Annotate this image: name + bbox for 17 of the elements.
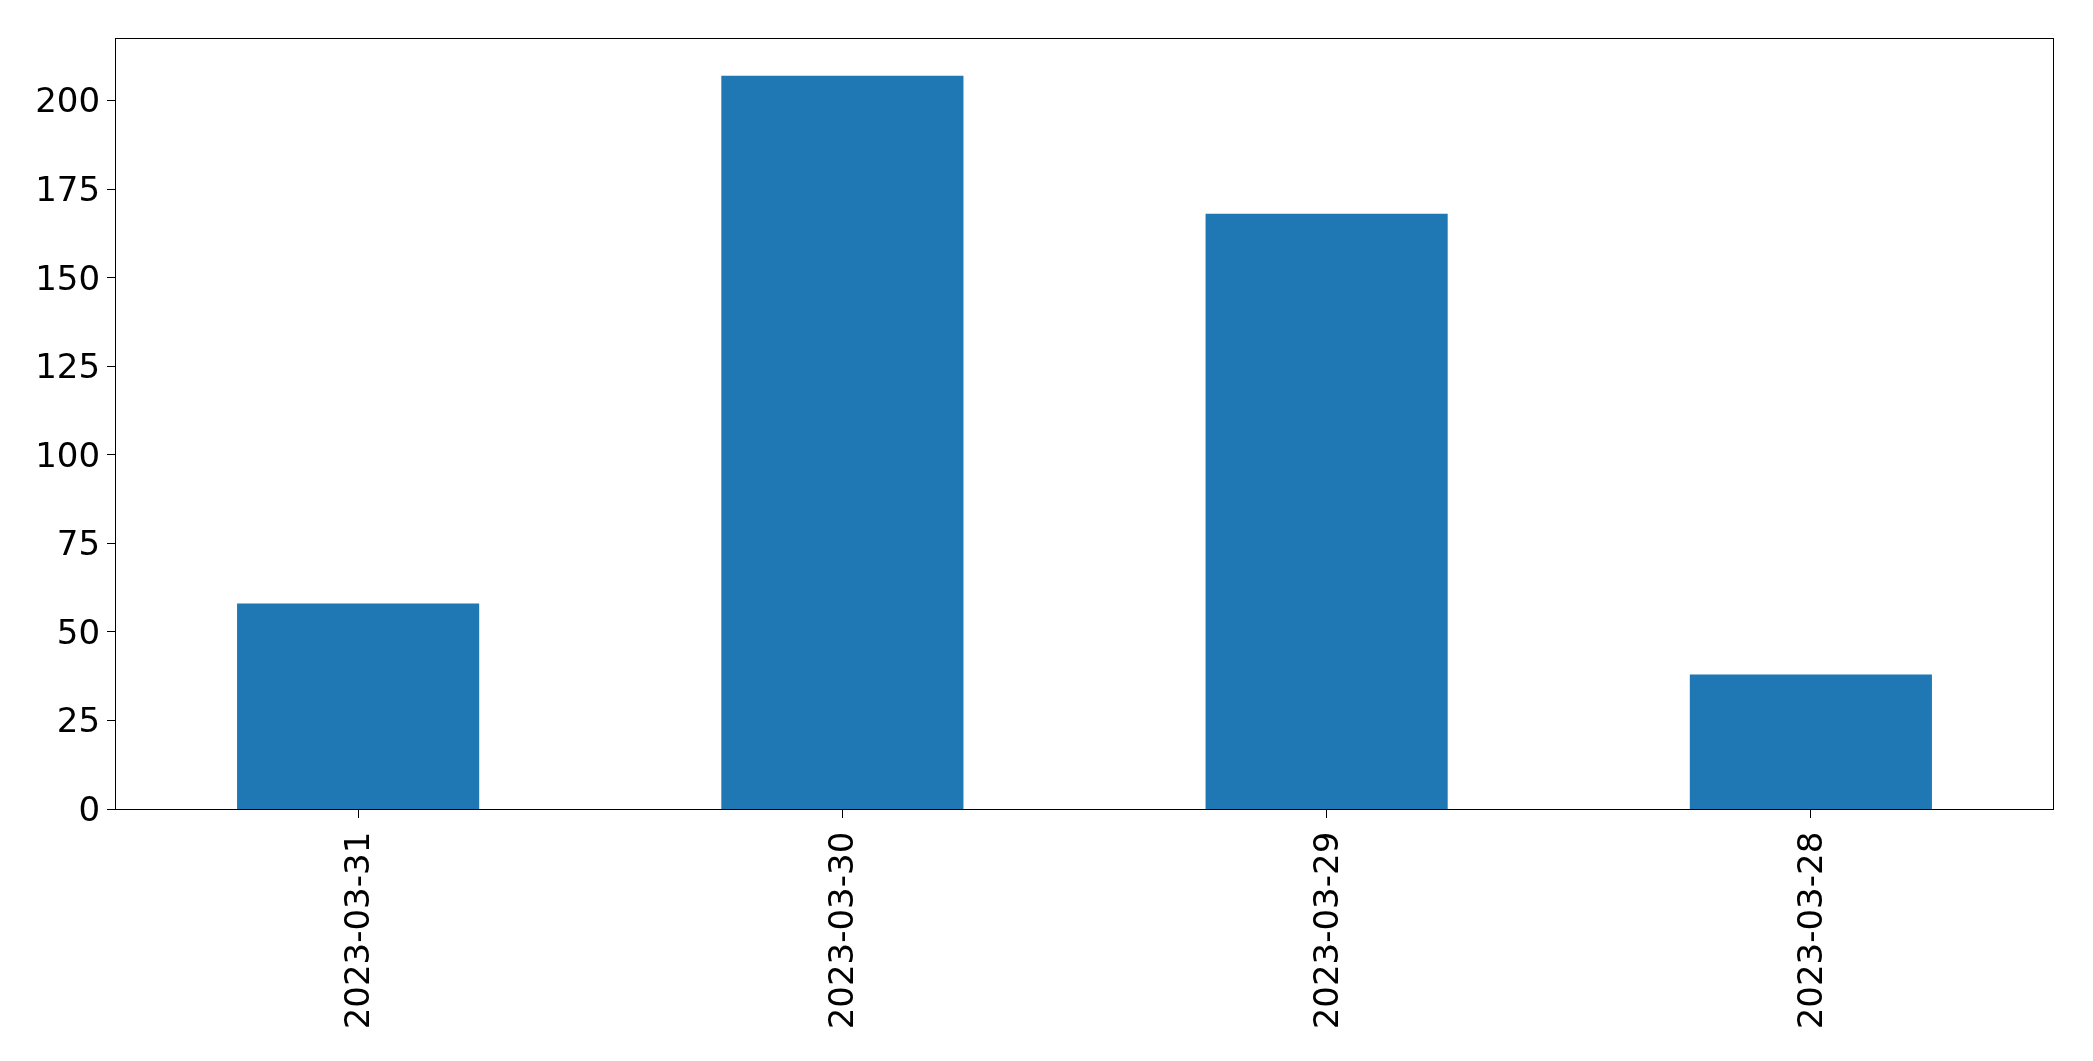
x-tick-label: 2023-03-31 (337, 831, 378, 1030)
bar (1689, 674, 1932, 809)
x-tick-label: 2023-03-30 (821, 831, 862, 1030)
y-tick-label: 25 (56, 700, 101, 741)
y-tick-label: 50 (56, 611, 101, 652)
x-tick-label: 2023-03-29 (1305, 831, 1346, 1030)
bar (237, 603, 480, 809)
y-tick-label: 200 (35, 80, 101, 121)
y-tick-label: 175 (35, 168, 101, 209)
x-tick-label: 2023-03-28 (1789, 831, 1830, 1030)
bar (721, 75, 964, 809)
y-tick-label: 0 (78, 788, 101, 829)
y-tick-label: 100 (35, 434, 101, 475)
y-tick-label: 150 (35, 257, 101, 298)
y-tick-label: 75 (56, 523, 101, 564)
y-tick-label: 125 (35, 346, 101, 387)
bar (1205, 213, 1448, 809)
